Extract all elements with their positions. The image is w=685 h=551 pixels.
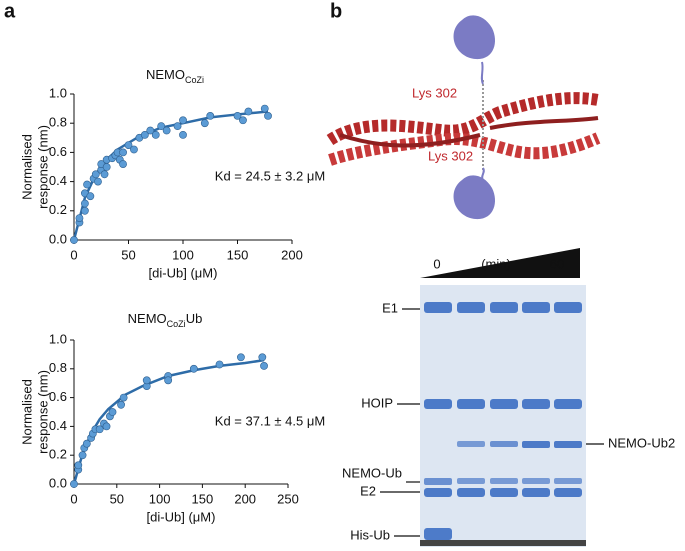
- data-point: [78, 451, 87, 460]
- data-point: [164, 376, 173, 385]
- data-point: [94, 177, 102, 186]
- data-point: [157, 122, 166, 131]
- data-point: [239, 116, 247, 125]
- data-point: [237, 353, 245, 362]
- data-point: [124, 141, 133, 149]
- data-point: [173, 122, 182, 131]
- y-tick-label: 1.0: [49, 331, 67, 346]
- data-point: [260, 104, 269, 113]
- y-tick-label: 0.4: [49, 418, 67, 433]
- data-point: [233, 112, 242, 120]
- y-axis-label: Normalised: [19, 379, 34, 445]
- annotation: Kd = 37.1 ± 4.5 μM: [215, 413, 325, 428]
- data-point: [146, 126, 155, 135]
- data-point: [108, 408, 117, 416]
- title-part: Ub: [186, 311, 203, 326]
- protein-structure: [326, 15, 601, 220]
- y-tick-label: 0.8: [49, 360, 67, 375]
- data-point: [82, 439, 91, 448]
- data-point: [102, 422, 111, 431]
- chart-title: NEMOCoZi: [146, 67, 204, 85]
- data-point: [179, 130, 187, 139]
- band-label: HOIP: [361, 395, 393, 410]
- x-tick-label: 50: [121, 247, 135, 262]
- data-point: [119, 393, 128, 402]
- y-axis-label: Normalised: [19, 134, 34, 200]
- panel-label: b: [330, 0, 342, 22]
- y-tick-label: 0.2: [49, 202, 67, 217]
- data-point: [162, 126, 171, 135]
- data-point: [140, 130, 149, 139]
- data-point: [81, 199, 89, 208]
- time-label: 0: [433, 256, 440, 271]
- y-tick-label: 0.2: [49, 447, 67, 462]
- data-point: [91, 170, 100, 179]
- title-part: NEMO: [128, 311, 167, 326]
- residue-label: Lys 302: [412, 85, 457, 100]
- x-tick-label: 100: [149, 491, 171, 506]
- data-point: [119, 160, 127, 168]
- y-tick-label: 0.0: [49, 231, 67, 246]
- band-label: E2: [360, 483, 376, 498]
- data-point: [142, 376, 151, 385]
- data-point: [81, 206, 89, 215]
- x-tick-label: 0: [70, 491, 77, 506]
- annotation: Kd = 24.5 ± 3.2 μM: [215, 168, 325, 183]
- y-axis-label: response (nm): [35, 125, 50, 209]
- y-axis-label: response (nm): [35, 370, 50, 454]
- time-label: 60: [550, 256, 564, 271]
- x-tick-label: 250: [277, 491, 299, 506]
- x-tick-label: 200: [281, 247, 303, 262]
- y-tick-label: 0.8: [49, 115, 67, 130]
- data-point: [70, 236, 78, 244]
- gel: [380, 248, 604, 547]
- band-label: NEMO-Ub2: [608, 435, 675, 450]
- data-point: [74, 461, 83, 470]
- x-tick-label: 150: [227, 247, 249, 262]
- band-label: E1: [382, 300, 398, 315]
- data-point: [264, 112, 272, 120]
- title-part: CoZi: [185, 75, 204, 85]
- data-point: [117, 400, 125, 409]
- data-point: [200, 119, 209, 128]
- band-label: NEMO-Ub: [342, 465, 402, 480]
- data-point: [119, 148, 127, 157]
- data-point: [206, 112, 215, 120]
- y-tick-label: 1.0: [49, 85, 67, 100]
- data-point: [86, 192, 95, 201]
- data-point: [83, 180, 91, 189]
- x-tick-label: 150: [192, 491, 214, 506]
- x-axis-label: [di-Ub] (μM): [147, 509, 216, 524]
- x-axis-label: [di-Ub] (μM): [149, 265, 218, 280]
- chart-title: NEMOCoZiUb: [128, 311, 203, 329]
- y-tick-label: 0.0: [49, 475, 67, 490]
- y-tick-label: 0.6: [49, 389, 67, 404]
- data-point: [258, 353, 267, 362]
- data-point: [260, 362, 268, 370]
- data-point: [70, 480, 78, 488]
- x-tick-label: 100: [172, 247, 194, 262]
- y-tick-label: 0.6: [49, 144, 67, 159]
- title-part: NEMO: [146, 67, 185, 82]
- y-tick-label: 0.4: [49, 173, 67, 188]
- panel-label: a: [4, 0, 16, 22]
- data-point: [75, 214, 84, 222]
- x-tick-label: 0: [70, 247, 77, 262]
- data-point: [151, 130, 160, 139]
- data-point: [244, 107, 253, 116]
- residue-label: Lys 302: [428, 148, 473, 163]
- time-label: (min): [481, 256, 511, 271]
- data-point: [102, 163, 111, 171]
- title-part: CoZi: [167, 319, 186, 329]
- band-label: His-Ub: [350, 527, 390, 542]
- data-point: [95, 425, 104, 434]
- data-point: [100, 170, 109, 179]
- data-point: [130, 145, 138, 154]
- x-tick-label: 50: [110, 491, 124, 506]
- data-point: [189, 364, 198, 373]
- x-tick-label: 200: [234, 491, 256, 506]
- data-point: [179, 116, 187, 125]
- data-point: [215, 360, 224, 369]
